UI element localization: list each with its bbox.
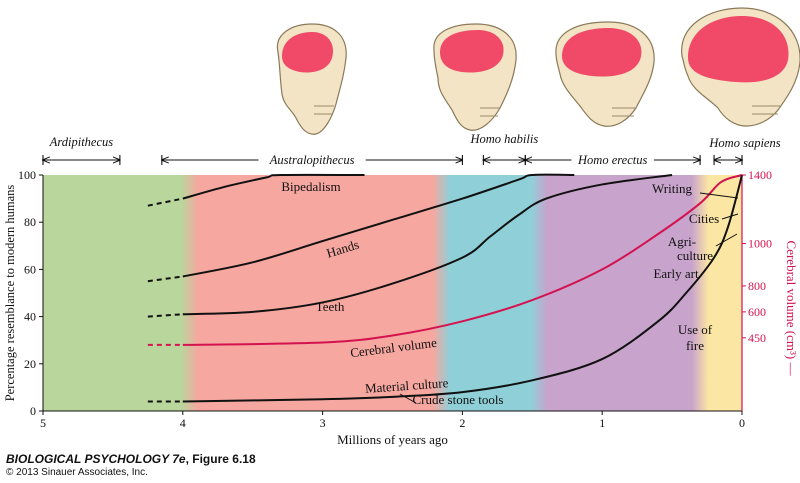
y-tick-label: 60 xyxy=(24,262,36,276)
label-cities: Cities xyxy=(689,211,719,226)
label-crude-stone-tools: Crude stone tools xyxy=(413,392,504,407)
homo-erectus-label-bg xyxy=(571,152,654,166)
x-tick-label: 0 xyxy=(739,416,745,430)
pointer-stone-tools xyxy=(399,393,417,404)
plot-area xyxy=(43,175,742,411)
label-teeth: Teeth xyxy=(316,299,345,314)
y-axis-title: Percentage resemblance to modern humans xyxy=(3,185,17,402)
y-tick-label: 20 xyxy=(24,357,36,371)
y2-tick-label: 450 xyxy=(748,331,766,345)
label-material-culture: Material culture xyxy=(365,375,449,396)
skull-homo-sapiens xyxy=(681,7,800,127)
australopithecus-label: Australopithecus xyxy=(269,153,355,167)
y2-tick-label: 1000 xyxy=(748,236,772,250)
y-tick-label: 80 xyxy=(24,215,36,229)
teeth-line xyxy=(182,174,673,316)
pointer-cities xyxy=(721,213,739,220)
hands-line xyxy=(182,173,575,278)
teeth-dashed-line xyxy=(147,313,183,318)
ardipithecus-label: Ardipithecus xyxy=(49,135,114,149)
plot-background xyxy=(43,175,742,411)
y2-tick-label: 800 xyxy=(748,279,766,293)
y2-tick-label: 1400 xyxy=(748,168,772,182)
hands-dashed-line xyxy=(147,275,183,283)
y-tick-label: 40 xyxy=(24,310,36,324)
x-tick-label: 4 xyxy=(180,416,186,430)
x-tick-label: 5 xyxy=(40,416,46,430)
skull-ardipithecus xyxy=(276,23,347,135)
y-tick-label: 100 xyxy=(18,168,36,182)
bipedalism-line xyxy=(182,173,365,200)
genera-arrows: Ardipithecus Australopithecus Homo habilis… xyxy=(43,132,781,167)
label-agriculture-2: culture xyxy=(677,248,713,263)
skull-australopithecus xyxy=(433,23,517,131)
bipedalism-dashed-line xyxy=(147,197,183,207)
pointer-writing xyxy=(699,192,739,199)
homo-sapiens-label: Homo sapiens xyxy=(708,136,780,150)
book-title: BIOLOGICAL PSYCHOLOGY 7e xyxy=(6,452,186,466)
label-early-art: Early art xyxy=(653,266,699,281)
x-tick-label: 3 xyxy=(320,416,326,430)
homo-habilis-label: Homo habilis xyxy=(469,132,538,146)
label-use-of-fire-1: Use of xyxy=(678,322,713,337)
y-tick-label: 0 xyxy=(30,404,36,418)
material-culture-line xyxy=(182,174,743,403)
cerebral-volume-line xyxy=(182,174,743,346)
australopithecus-label-bg xyxy=(258,152,366,166)
label-writing: Writing xyxy=(652,181,692,196)
homo-erectus-label: Homo erectus xyxy=(577,153,647,167)
series-lines xyxy=(147,173,743,403)
x-axis-title: Millions of years ago xyxy=(337,432,448,447)
figure-number: , Figure 6.18 xyxy=(185,452,256,466)
copyright: © 2013 Sinauer Associates, Inc. xyxy=(6,467,148,478)
x-tick-label: 1 xyxy=(599,416,605,430)
y2-axis-title: Cerebral volume (cm³) — xyxy=(784,241,799,377)
label-bipedalism: Bipedalism xyxy=(281,179,340,194)
pointer-agriculture xyxy=(715,233,738,247)
x-tick-label: 2 xyxy=(459,416,465,430)
label-use-of-fire-2: fire xyxy=(686,338,704,353)
skull-homo-habilis xyxy=(555,21,655,127)
y2-tick-label: 600 xyxy=(748,305,766,319)
figure-caption: BIOLOGICAL PSYCHOLOGY 7e, Figure 6.18 © … xyxy=(6,452,256,478)
axes: 0 20 40 60 80 100 5 4 3 2 1 0 450 600 800 1000 1400 Milli… xyxy=(3,168,799,447)
label-agriculture-1: Agri- xyxy=(668,234,696,249)
